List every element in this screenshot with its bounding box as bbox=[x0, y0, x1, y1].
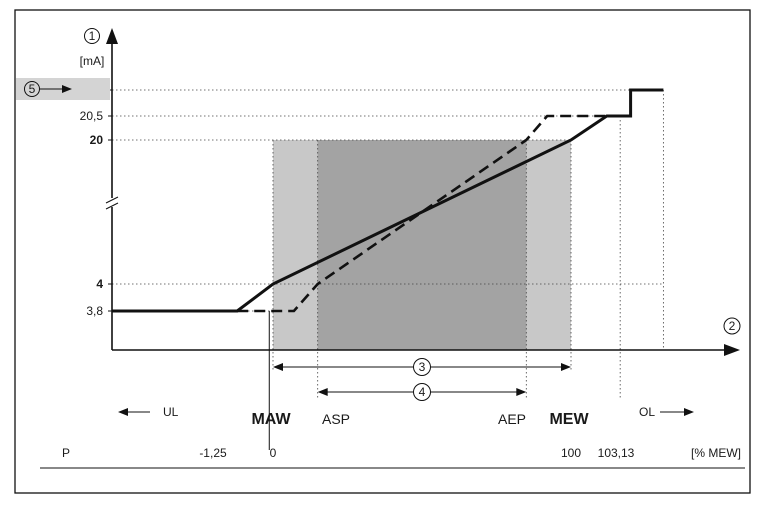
measuring-range-arrow-icon bbox=[561, 363, 571, 371]
callout-circle bbox=[413, 383, 431, 401]
x-unit-label: [% MEW] bbox=[691, 446, 741, 460]
characteristic-line-solid bbox=[112, 88, 664, 313]
callout-circle bbox=[413, 358, 431, 376]
callout-circle bbox=[24, 81, 40, 97]
position-label-mew: MEW bbox=[549, 411, 589, 428]
scaled-range-callout: 4 bbox=[419, 385, 426, 399]
y-tick-label: 4 bbox=[96, 277, 103, 291]
x-ref-value: 100 bbox=[561, 446, 581, 460]
y-unit-label: [mA] bbox=[80, 54, 105, 68]
y-tick-label: 3,8 bbox=[86, 304, 103, 318]
y-tick-label: 20,5 bbox=[80, 109, 104, 123]
x-ref-value: 0 bbox=[270, 446, 277, 460]
measuring-range-arrow-icon bbox=[273, 363, 283, 371]
scaled-range-arrow-icon bbox=[317, 388, 328, 396]
scaled-range-band bbox=[317, 140, 527, 350]
ul-arrow-icon bbox=[118, 408, 128, 416]
measuring-range-callout: 3 bbox=[419, 360, 426, 374]
axis-break-gap bbox=[104, 198, 120, 207]
x-ref-value: -1,25 bbox=[199, 446, 227, 460]
position-label-asp: ASP bbox=[322, 411, 350, 427]
callout-circle bbox=[723, 317, 741, 335]
callout-circle bbox=[84, 28, 100, 44]
callout-arrow-icon bbox=[62, 85, 72, 93]
scaled-range-arrow-icon bbox=[516, 388, 527, 396]
y-axis-arrow-icon bbox=[106, 28, 118, 44]
ol-arrow-icon bbox=[684, 408, 694, 416]
axis-break-mark bbox=[105, 196, 119, 204]
position-label-maw: MAW bbox=[251, 411, 291, 428]
y-tick-label: 20 bbox=[90, 133, 104, 147]
x-ref-value: 103,13 bbox=[598, 446, 635, 460]
row-label-p: P bbox=[62, 446, 70, 460]
callout-5: 5 bbox=[29, 82, 36, 96]
x-axis-arrow-icon bbox=[724, 344, 740, 356]
position-label-aep: AEP bbox=[498, 411, 526, 427]
figure-frame bbox=[14, 9, 751, 494]
ul-label: UL bbox=[163, 405, 179, 419]
axis-break-mark bbox=[105, 202, 119, 210]
ol-label: OL bbox=[639, 405, 655, 419]
callout-2: 2 bbox=[729, 319, 736, 333]
callout-1: 1 bbox=[89, 29, 96, 43]
